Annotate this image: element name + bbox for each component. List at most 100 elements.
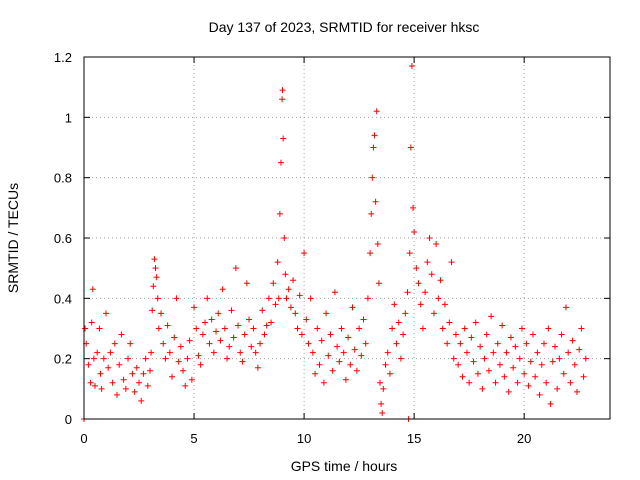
data-point (195, 352, 202, 359)
data-point (175, 358, 182, 365)
data-point (565, 349, 572, 356)
data-point (378, 400, 385, 407)
data-point (461, 325, 468, 332)
data-point (87, 379, 94, 386)
data-point (100, 355, 107, 362)
data-point (444, 340, 451, 347)
data-point (228, 307, 235, 314)
data-point (351, 346, 358, 353)
data-point (571, 361, 578, 368)
data-point (206, 340, 213, 347)
data-point (151, 256, 158, 263)
data-point (430, 310, 437, 317)
data-point (320, 379, 327, 386)
data-point (282, 271, 289, 278)
data-point (400, 331, 407, 338)
data-point (547, 400, 554, 407)
data-point (312, 370, 319, 377)
data-point (107, 349, 114, 356)
data-point (281, 235, 288, 241)
data-point (356, 325, 363, 332)
data-point (347, 361, 354, 368)
data-point (463, 349, 470, 356)
data-point (285, 286, 292, 293)
data-point (248, 343, 255, 350)
data-point (521, 370, 528, 377)
data-point (576, 346, 583, 353)
x-tick-label: 0 (80, 431, 87, 446)
x-tick-label: 15 (407, 431, 421, 446)
data-point (543, 379, 550, 386)
data-point (466, 379, 473, 386)
data-point (275, 295, 282, 302)
data-point (217, 337, 224, 344)
data-point (114, 391, 121, 398)
data-point (243, 280, 250, 287)
data-point (468, 334, 475, 341)
data-point (377, 379, 384, 386)
data-point (301, 250, 308, 257)
data-point (395, 319, 402, 326)
y-tick-label: 0.2 (54, 352, 72, 367)
data-point (277, 159, 284, 166)
data-point (417, 301, 424, 308)
data-point (191, 304, 198, 311)
data-point (514, 379, 521, 386)
data-point (499, 322, 506, 329)
data-point (154, 295, 161, 302)
data-point (265, 295, 272, 302)
data-point (371, 132, 378, 139)
data-point (406, 250, 413, 257)
data-point (241, 331, 248, 338)
data-point (379, 409, 386, 416)
data-point (372, 198, 379, 205)
y-tick-label: 1.2 (54, 50, 72, 65)
axis-ticks: 0 0.2 0.4 0.6 0.8 1 1.2 0 5 10 15 20 (54, 50, 610, 446)
data-point (367, 250, 374, 257)
data-point (111, 340, 118, 347)
data-point (148, 349, 155, 356)
data-point (540, 340, 547, 347)
data-point (184, 355, 191, 362)
data-point (162, 355, 169, 362)
data-point (411, 228, 418, 235)
data-point (368, 210, 375, 217)
grid-lines (84, 57, 610, 419)
plot-frame (83, 56, 611, 420)
data-point (150, 283, 157, 290)
data-point (298, 331, 305, 338)
data-point (296, 292, 303, 299)
data-point (180, 367, 187, 374)
data-point (202, 319, 209, 326)
data-point (402, 310, 409, 317)
data-point (325, 352, 332, 359)
data-point (268, 319, 275, 326)
data-point (89, 286, 96, 293)
data-point (153, 274, 160, 281)
x-tick-label: 10 (297, 431, 311, 446)
data-point (131, 388, 138, 395)
data-point (455, 361, 462, 368)
data-point (441, 301, 448, 308)
data-point (254, 364, 261, 371)
data-point (250, 325, 257, 332)
data-point (97, 370, 104, 377)
data-point (360, 316, 367, 323)
data-point (90, 355, 97, 362)
data-point (224, 355, 231, 362)
data-point (186, 337, 193, 344)
data-point (439, 325, 446, 332)
data-point (342, 376, 349, 383)
data-point (582, 355, 589, 362)
data-point (188, 376, 195, 383)
data-point (353, 367, 360, 374)
data-point (446, 319, 453, 326)
data-point (479, 385, 486, 392)
data-point (318, 337, 325, 344)
data-point (560, 370, 567, 377)
data-point (226, 343, 233, 350)
data-point (138, 397, 145, 404)
y-axis-label: SRMTID / TECUs (5, 183, 21, 293)
data-point (532, 373, 539, 380)
data-point (259, 307, 266, 314)
